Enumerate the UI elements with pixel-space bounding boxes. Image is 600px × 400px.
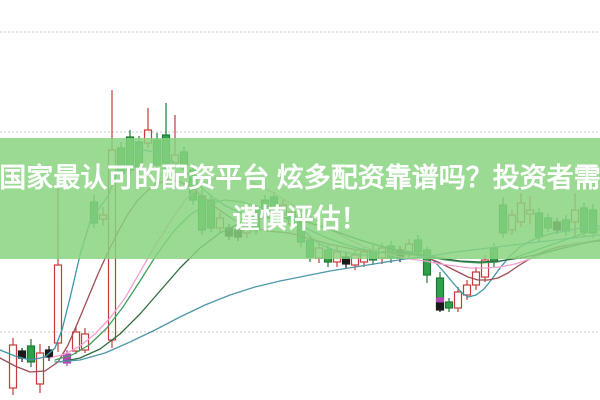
headline-line-2: 谨慎评估！ [232,203,368,234]
candle-body [444,301,454,309]
candle-body [80,333,90,351]
candle-body [62,353,72,364]
candle-body [453,291,463,309]
candle-body [53,264,63,344]
headline-line-1: 国家最认可的配资平台 炫多配资靠谱吗？投资者需 [0,162,600,193]
candle-body [71,331,81,352]
candle-body [435,277,445,299]
candle-body [435,297,445,304]
candle-body [462,284,472,296]
candle-body [26,345,36,363]
candle-body [35,352,45,385]
headline-banner: 国家最认可的配资平台 炫多配资靠谱吗？投资者需 谨慎评估！ [0,138,600,259]
candle-body [435,302,445,311]
